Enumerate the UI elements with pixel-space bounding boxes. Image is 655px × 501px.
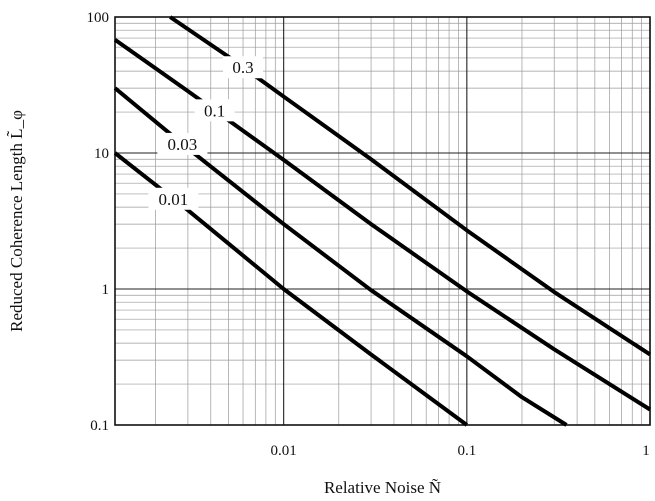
plot-frame [114, 16, 651, 426]
x-tick-label: 0.1 [457, 443, 476, 459]
series-label-bg [148, 187, 199, 210]
series-label-0.3: 0.3 [232, 58, 253, 77]
series-line-0.1 [113, 38, 652, 412]
x-axis-label: Relative Noise Ñ [324, 478, 441, 497]
x-tick-label: 1 [642, 443, 650, 459]
series-label-0.03: 0.03 [168, 135, 198, 154]
series-labels: 0.3 0.1 0.03 0.01 [148, 56, 264, 210]
y-tick-label: 100 [87, 10, 110, 26]
y-tick-label: 10 [94, 146, 109, 162]
series-label-0.1: 0.1 [204, 101, 225, 120]
x-tick-labels: 0.01 0.1 1 [271, 443, 650, 459]
series-label-bg [194, 99, 235, 122]
y-axis-label: Reduced Coherence Length L̃_φ [7, 110, 26, 332]
series-label-bg [157, 132, 208, 155]
y-tick-label: 0.1 [90, 418, 109, 434]
series-label-0.01: 0.01 [159, 190, 189, 209]
y-tick-label: 1 [102, 282, 110, 298]
y-tick-labels: 0.1 1 10 100 [87, 10, 110, 434]
x-tick-label: 0.01 [271, 443, 297, 459]
series-label-bg [223, 56, 264, 79]
minor-grid [115, 17, 650, 425]
series-lines [113, 15, 652, 427]
